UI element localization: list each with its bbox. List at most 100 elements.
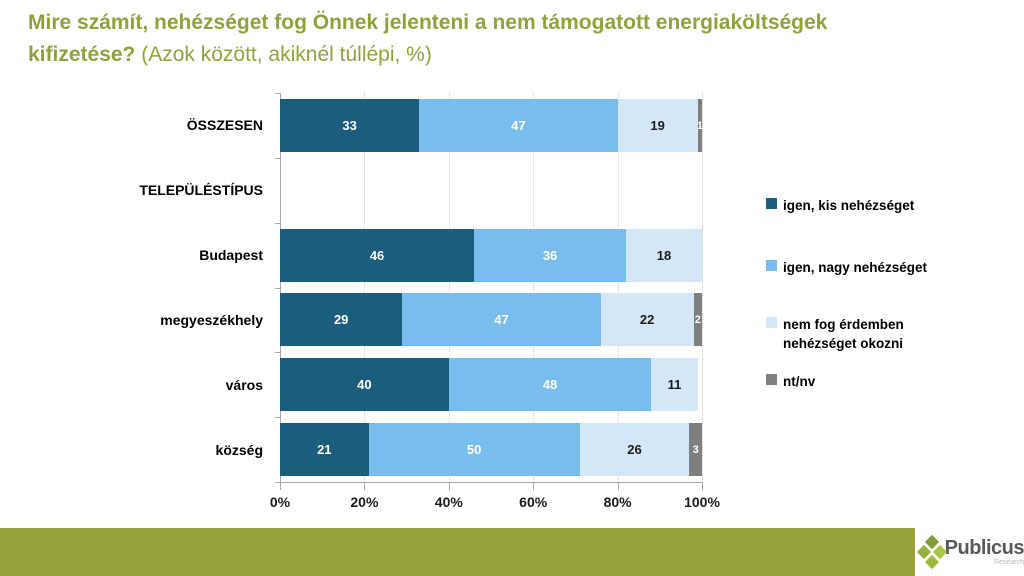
bar-value-label: 33 (342, 118, 357, 133)
bar-segment: 2 (693, 293, 702, 347)
bar-segment: 19 (617, 99, 698, 152)
bar-value-label: 22 (639, 312, 655, 328)
bar-segment: 26 (579, 423, 690, 477)
legend-swatch-icon (766, 317, 777, 328)
bar-value-label: 47 (511, 118, 526, 133)
category-label: város (225, 376, 263, 393)
x-axis-label: 40% (434, 494, 463, 510)
chart-rows: ÖSSZESEN 33 47 19 1 TELEPÜLÉSTÍPUS Budapest 46 3… (0, 93, 703, 482)
legend-item: nem fog érdemben nehézséget okozni (766, 315, 953, 353)
x-axis-label: 60% (519, 494, 548, 510)
y-axis-tick (275, 352, 280, 354)
bar-segment: 36 (474, 228, 627, 282)
page-title: Mire számít, nehézséget fog Önnek jelent… (28, 8, 1018, 72)
brand-name: Publicus (944, 536, 1024, 559)
bar-segment: 18 (626, 228, 702, 282)
x-axis-tick (617, 482, 619, 490)
y-axis (275, 93, 281, 483)
legend-swatch-icon (766, 198, 777, 209)
category-label: ÖSSZESEN (186, 117, 263, 134)
x-axis: 0% 20% 40% 60% 80% 100% (270, 482, 720, 512)
bar-segment: 47 (402, 293, 601, 347)
chart-row: ÖSSZESEN 33 47 19 1 (0, 93, 703, 158)
bar-segment: 50 (368, 423, 580, 477)
bar-value-label: 29 (333, 312, 349, 328)
bar-segment: 11 (651, 358, 698, 412)
legend-label: nem fog érdemben nehézséget okozni (783, 317, 904, 351)
bar-value-label: 21 (317, 442, 332, 458)
chart-plot-area (280, 93, 703, 482)
bar-track: 40 48 11 (280, 352, 702, 417)
bar-segment: 1 (696, 99, 703, 152)
bar-segment: 3 (689, 423, 702, 477)
x-axis-label: 0% (269, 494, 291, 510)
logo-diamonds-icon (916, 534, 948, 570)
chart-row: város 40 48 11 (0, 352, 702, 417)
bar-track: 33 47 19 1 (280, 93, 703, 158)
title-text-bold: kifizetése? (28, 43, 136, 66)
gridline (617, 93, 619, 482)
title-text: Mire számít, nehézséget fog Önnek jelent… (28, 11, 828, 34)
x-axis-line (280, 482, 703, 483)
bar-value-label: 1 (696, 119, 703, 132)
legend-item: igen, kis nehézséget (766, 196, 914, 215)
bar-track: 21 50 26 3 (280, 417, 702, 482)
title-subtitle: (Azok között, akiknél túllépi, %) (135, 43, 432, 66)
category-label: község (215, 441, 263, 458)
x-axis-tick (364, 482, 366, 490)
legend-item: igen, nagy nehézséget (766, 258, 927, 277)
gridline (533, 93, 535, 482)
y-axis-tick (275, 417, 280, 419)
category-label: TELEPÜLÉSTÍPUS (139, 182, 263, 199)
chart-row: Budapest 46 36 18 (0, 223, 702, 288)
y-axis-tick (275, 482, 280, 483)
logo-text: Publicus Research (945, 538, 1024, 567)
bar-segment: 21 (280, 423, 369, 477)
legend-label: igen, kis nehézséget (783, 198, 915, 213)
x-axis-tick (448, 482, 450, 490)
bar-track: 46 36 18 (280, 223, 702, 288)
y-axis-tick (275, 222, 280, 224)
bar-track (280, 158, 702, 223)
bar-value-label: 3 (692, 443, 699, 456)
x-axis-label: 20% (350, 494, 379, 510)
bar-value-label: 18 (656, 247, 672, 263)
bar-value-label: 11 (667, 377, 682, 393)
legend-label: igen, nagy nehézséget (783, 260, 928, 275)
bar-segment: 47 (419, 99, 618, 152)
bar-value-label: 19 (650, 118, 665, 133)
y-axis-tick (275, 157, 280, 159)
chart-row: megyeszékhely 29 47 22 2 (0, 287, 702, 352)
bar-segment: 22 (600, 293, 694, 347)
y-axis-tick (275, 287, 280, 289)
bar-segment: 29 (280, 293, 403, 347)
bar-segment: 33 (280, 99, 420, 152)
y-axis-tick (275, 93, 280, 94)
category-label: megyeszékhely (160, 311, 263, 328)
x-axis-label: 100% (684, 494, 720, 510)
gridline (702, 93, 703, 482)
bar-value-label: 46 (369, 247, 385, 263)
bar-value-label: 47 (494, 312, 509, 328)
brand-subtitle: Research (994, 558, 1024, 566)
bar-segment: 40 (280, 358, 449, 412)
x-axis-tick (533, 482, 535, 490)
category-label: Budapest (199, 247, 263, 264)
legend-swatch-icon (766, 374, 777, 385)
gridline (448, 93, 450, 482)
legend-swatch-icon (766, 260, 777, 271)
publicus-logo: Publicus Research (915, 528, 1024, 576)
bar-value-label: 50 (466, 442, 482, 458)
bar-value-label: 48 (542, 377, 558, 393)
bar-value-label: 2 (694, 313, 701, 326)
chart-row: község 21 50 26 3 (0, 417, 702, 482)
footer-bar (0, 528, 915, 576)
bar-value-label: 36 (542, 247, 558, 263)
legend-label: nt/nv (783, 374, 816, 389)
x-axis-tick (702, 482, 703, 490)
legend-item: nt/nv (766, 372, 815, 391)
bar-segment: 46 (280, 228, 475, 282)
bar-value-label: 40 (357, 377, 372, 393)
x-axis-tick (280, 482, 281, 490)
